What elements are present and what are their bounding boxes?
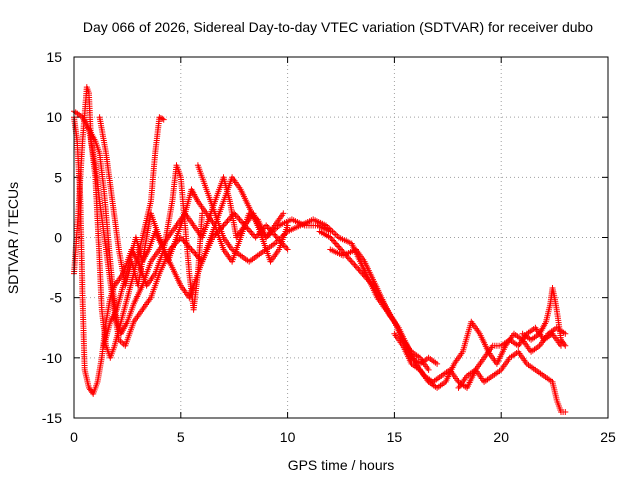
data-point [280, 210, 287, 217]
x-tick-label: 15 [387, 429, 403, 445]
series-track-11 [455, 348, 569, 415]
data-point [562, 409, 569, 415]
y-axis-label: SDTVAR / TECUs [5, 182, 21, 294]
data-point [159, 115, 166, 122]
y-tick-label: -10 [42, 350, 62, 366]
data-point [434, 360, 441, 367]
y-tick-label: -15 [42, 410, 62, 426]
series-track-5 [96, 114, 287, 289]
y-tick-label: 0 [54, 230, 62, 246]
data-point [284, 222, 291, 229]
x-tick-label: 0 [70, 429, 78, 445]
series-track-6 [100, 174, 334, 349]
series-track-10 [391, 318, 569, 391]
data-point [562, 342, 569, 349]
y-tick-labels: -15 -10 -5 0 5 10 15 [42, 49, 62, 426]
y-tick-label: 5 [54, 169, 62, 185]
y-tick-label: -5 [50, 290, 63, 306]
plot-frame [73, 56, 609, 419]
series-track-4 [86, 126, 291, 349]
series-track-12 [519, 285, 569, 349]
data-point [160, 116, 167, 123]
data-point [425, 366, 432, 373]
x-axis-label: GPS time / hours [288, 457, 395, 473]
x-tick-label: 20 [493, 429, 509, 445]
data-points [71, 84, 569, 415]
x-tick-label: 5 [177, 429, 185, 445]
x-tick-labels: 0 5 10 15 20 25 [70, 429, 616, 445]
data-point [284, 246, 291, 253]
y-tick-label: 10 [46, 109, 62, 125]
chart-title: Day 066 of 2026, Sidereal Day-to-day VTE… [83, 19, 593, 35]
y-tick-label: 15 [46, 49, 62, 65]
x-tick-label: 25 [600, 429, 616, 445]
x-tick-label: 10 [280, 429, 296, 445]
data-point [562, 330, 569, 337]
